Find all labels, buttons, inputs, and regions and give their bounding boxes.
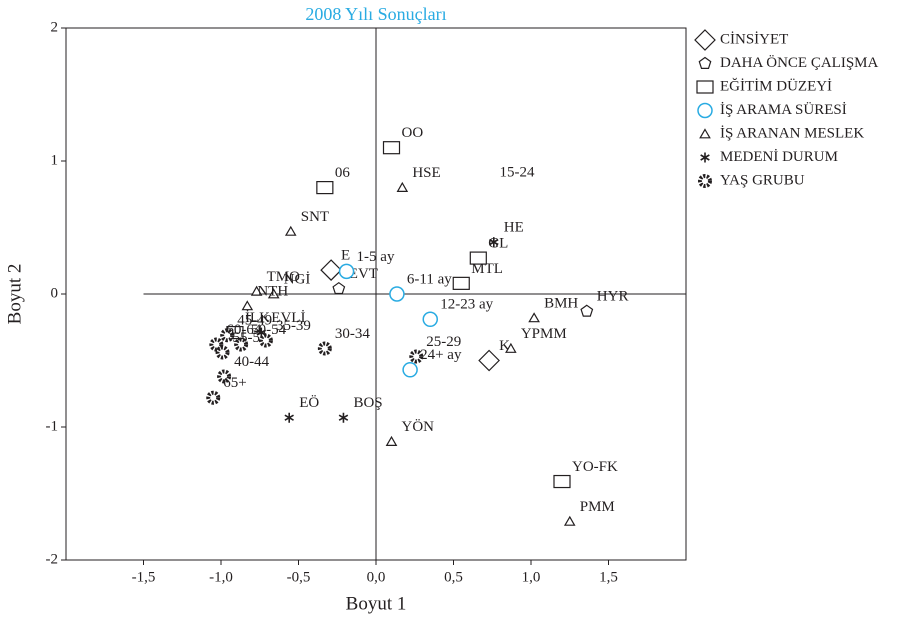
point: [338, 263, 355, 280]
point: [215, 345, 230, 360]
point-label: NGİ: [284, 271, 311, 287]
point: [284, 225, 297, 236]
point-label: BMH: [544, 295, 578, 311]
point-label: 12-23 ay: [440, 297, 493, 313]
point: [505, 342, 517, 353]
y-tick-label: -1: [46, 418, 59, 434]
point-label: 6-11 ay: [407, 271, 452, 287]
point-label: 1-5 ay: [357, 249, 395, 265]
point-label: İLK: [245, 310, 270, 326]
point-label: YÖN: [402, 418, 435, 435]
legend-label: DAHA ÖNCE ÇALIŞMA: [720, 54, 879, 71]
y-tick-label: -2: [46, 551, 59, 567]
y-tick-label: 0: [51, 285, 59, 301]
point: [563, 515, 576, 526]
point: [478, 349, 500, 372]
point-label: 24+ ay: [420, 347, 462, 363]
point: [209, 337, 224, 352]
point: [382, 141, 401, 155]
point-label: HSE: [412, 165, 440, 181]
point-label: YPMM: [521, 326, 567, 342]
x-tick-label: -1,0: [209, 569, 233, 585]
point: [422, 311, 438, 328]
point-label: OO: [402, 125, 424, 141]
y-axis-label: Boyut 2: [4, 264, 25, 325]
legend-label: MEDENİ DURUM: [720, 149, 838, 165]
point: [258, 333, 273, 348]
x-tick-label: 0,5: [444, 569, 463, 585]
point-label: PMM: [580, 499, 615, 515]
point: [385, 435, 398, 446]
point-label: EVT: [349, 266, 378, 282]
x-tick-label: 1,0: [522, 569, 541, 585]
point-label: 40-44: [234, 354, 269, 370]
point-label: 45-49: [237, 313, 272, 329]
x-tick-label: 0,0: [367, 569, 386, 585]
point-label: EÖ: [299, 394, 319, 411]
legend-marker: [698, 56, 712, 70]
point: [553, 474, 571, 489]
legend-label: CİNSİYET: [720, 31, 788, 47]
annotation: 15-24: [500, 164, 535, 180]
point-label: K: [499, 338, 510, 354]
chart-title: 2008 Yılı Sonuçları: [305, 4, 446, 24]
point: [217, 369, 232, 384]
point: [317, 341, 332, 356]
point: [489, 237, 499, 248]
point: [220, 328, 235, 343]
point: [234, 337, 249, 352]
x-tick-label: -1,5: [132, 569, 156, 585]
point: [396, 181, 409, 192]
y-tick-label: 1: [51, 152, 59, 168]
point: [452, 276, 470, 290]
point: [469, 251, 487, 265]
legend-label: İŞ ARAMA SÜRESİ: [720, 101, 847, 118]
legend-marker: [694, 29, 716, 51]
legend-label: YAŞ GRUBU: [720, 172, 805, 188]
point: [389, 286, 405, 302]
point: [206, 390, 221, 405]
point-label: E: [341, 247, 350, 263]
x-tick-label: -0,5: [287, 569, 311, 585]
point-label: 30-34: [335, 326, 370, 342]
point-label: NTH: [257, 283, 288, 299]
point-label: MTL: [471, 261, 503, 277]
point: [580, 304, 594, 317]
point: [332, 281, 346, 295]
point: [267, 288, 280, 299]
point-label: 65+: [223, 375, 246, 391]
point-label: HYR: [597, 289, 629, 305]
point-label: 06: [335, 165, 351, 181]
point: [528, 312, 540, 323]
point-label: 60-64: [226, 322, 261, 338]
point: [284, 412, 294, 423]
legend-marker: [698, 174, 712, 188]
point: [250, 285, 263, 296]
point-label: HE: [504, 220, 524, 236]
point: [402, 362, 418, 378]
point-label: 35-39: [276, 318, 311, 334]
point: [409, 349, 424, 364]
legend-label: İŞ ARANAN MESLEK: [720, 125, 864, 141]
point-label: 50-54: [251, 322, 286, 338]
legend-label: EĞİTİM DÜZEYİ: [720, 77, 832, 94]
point: [338, 412, 349, 423]
legend-marker: [700, 152, 710, 163]
point-label: YO-FK: [572, 459, 618, 475]
point-label: EVLİ: [271, 310, 305, 326]
point: [320, 259, 342, 281]
legend-marker: [697, 102, 713, 119]
point-label: BOŞ: [353, 395, 382, 411]
point-label: TMO: [267, 269, 301, 285]
y-tick-label: 2: [51, 19, 59, 35]
legend-marker: [696, 80, 714, 94]
point: [241, 300, 254, 311]
legend-marker: [699, 128, 711, 139]
x-tick-label: 1,5: [599, 569, 618, 585]
x-axis-label: Boyut 1: [346, 593, 407, 614]
point-label: SNT: [301, 209, 329, 225]
point: [316, 181, 334, 195]
point-label: 25-29: [426, 334, 461, 350]
